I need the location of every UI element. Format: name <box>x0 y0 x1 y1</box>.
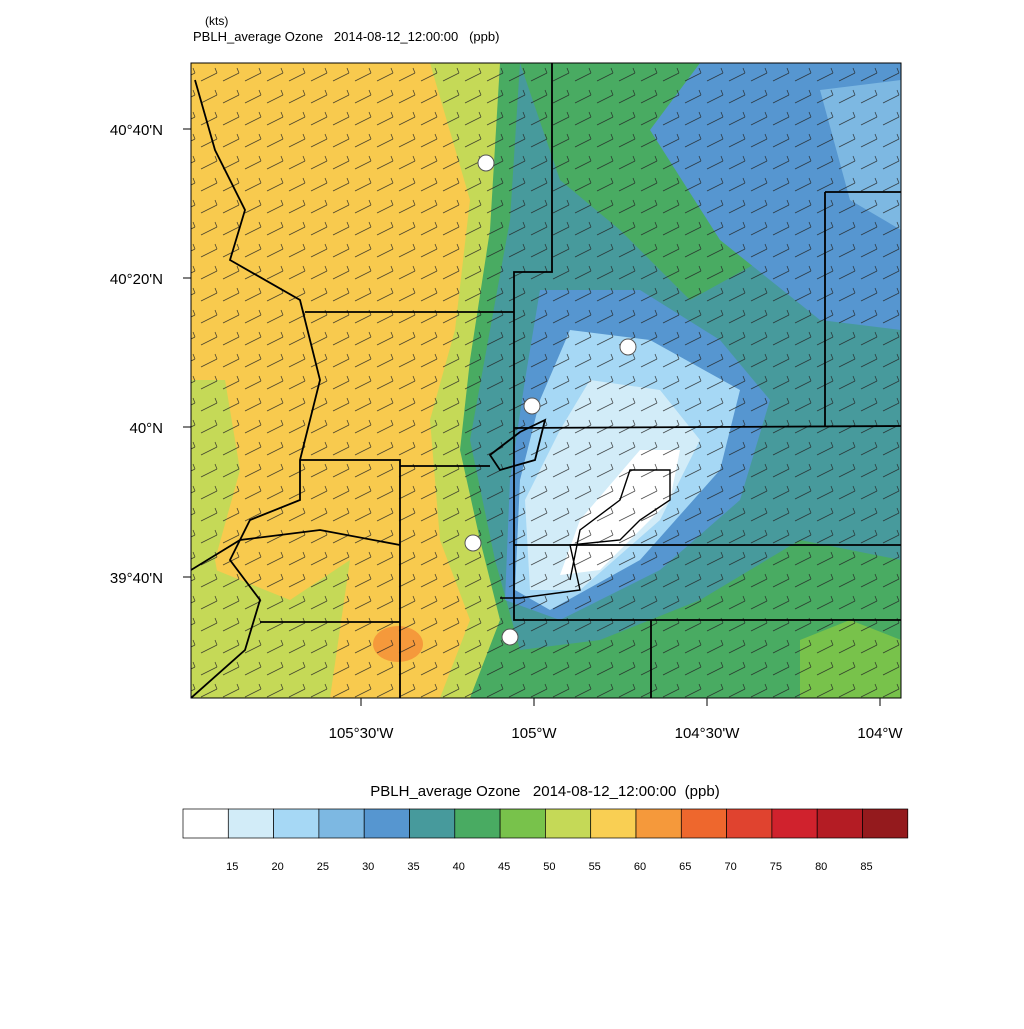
colorbar-box <box>454 808 501 839</box>
colorbar-label: 55 <box>589 861 601 873</box>
map-frame <box>190 62 902 699</box>
lat-label: 40°N <box>129 420 163 437</box>
colorbar-label: 20 <box>271 861 283 873</box>
colorbar-box <box>499 808 546 839</box>
boundaries <box>191 63 901 698</box>
axes: 40°40'N 40°20'N 40°N 39°40'N 105°30'W 105°W 10… <box>110 122 904 742</box>
colorbar-label: 35 <box>407 861 419 873</box>
colorbar-label: 40 <box>453 861 465 873</box>
colorbar-box <box>363 808 410 839</box>
lat-label: 39°40'N <box>110 570 163 587</box>
colorbar-box <box>862 808 909 839</box>
lon-label: 104°30'W <box>675 725 741 742</box>
colorbar-label: 25 <box>317 861 329 873</box>
colorbar-label: 80 <box>815 861 827 873</box>
colorbar-box <box>680 808 727 839</box>
colorbar-box <box>635 808 682 839</box>
plot-title: PBLH_average Ozone 2014-08-12_12:00:00 (… <box>193 29 499 44</box>
colorbar-label: 50 <box>543 861 555 873</box>
lon-label: 104°W <box>857 725 903 742</box>
stations <box>464 154 637 646</box>
lon-label: 105°30'W <box>329 725 395 742</box>
colorbar-label: 15 <box>226 861 238 873</box>
colorbar-box <box>726 808 773 839</box>
colorbar-box <box>771 808 818 839</box>
units-label: (kts) <box>205 14 228 28</box>
colorbar-label: 30 <box>362 861 374 873</box>
colorbar-label: 85 <box>860 861 872 873</box>
colorbar-box <box>182 808 229 839</box>
colorbar-label: 70 <box>724 861 736 873</box>
wind-barbs <box>191 63 901 698</box>
colorbar-box <box>816 808 863 839</box>
colorbar-box <box>590 808 637 839</box>
colorbar-label: 65 <box>679 861 691 873</box>
lon-label: 105°W <box>511 725 557 742</box>
colorbar-box <box>318 808 365 839</box>
colorbar-label: 75 <box>770 861 782 873</box>
colorbar-label: 60 <box>634 861 646 873</box>
colorbar-box <box>227 808 274 839</box>
colorbar: 15 20 25 30 35 40 45 50 55 60 65 70 75 80 85 <box>182 808 909 873</box>
colorbar-box <box>545 808 592 839</box>
colorbar-label: 45 <box>498 861 510 873</box>
map-field <box>191 63 901 698</box>
lat-label: 40°20'N <box>110 271 163 288</box>
colorbar-box <box>409 808 456 839</box>
lat-label: 40°40'N <box>110 122 163 139</box>
colorbar-title: PBLH_average Ozone 2014-08-12_12:00:00 (… <box>370 783 719 800</box>
colorbar-box <box>273 808 320 839</box>
